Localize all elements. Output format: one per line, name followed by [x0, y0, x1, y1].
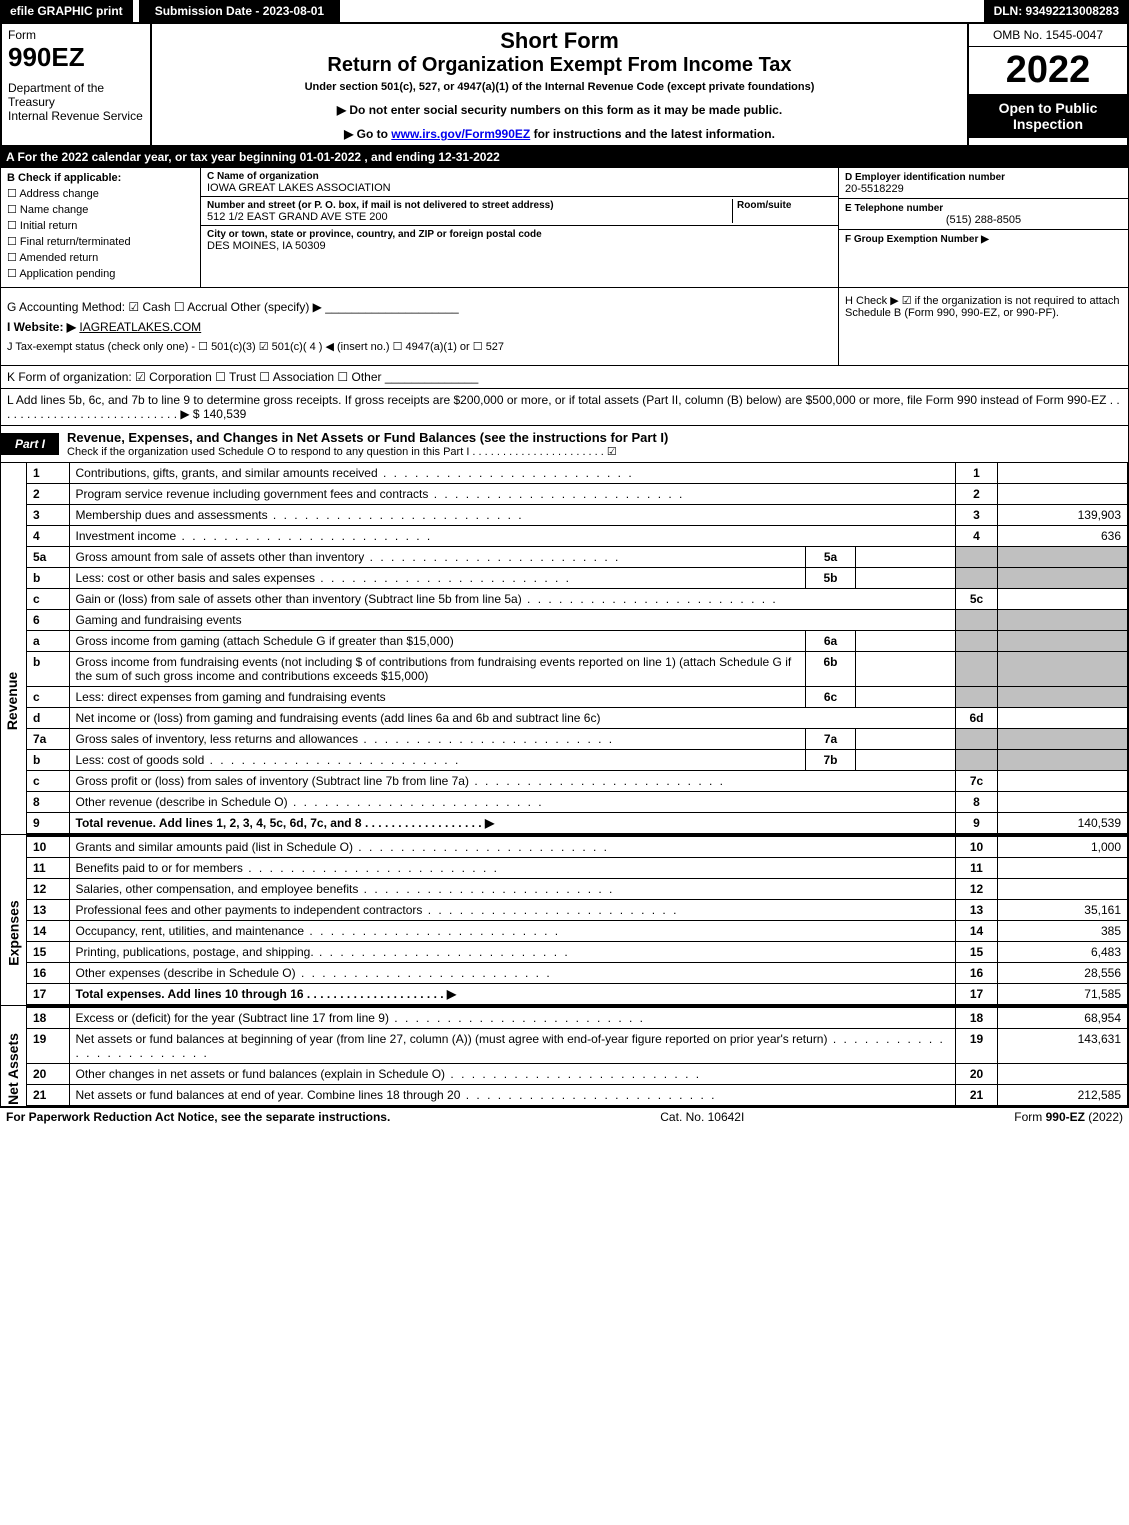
line-8: 8Other revenue (describe in Schedule O)8 [27, 792, 1128, 813]
line-7a: 7aGross sales of inventory, less returns… [27, 729, 1128, 750]
chk-amended-return[interactable]: ☐ Amended return [7, 251, 194, 264]
line-3: 3Membership dues and assessments3139,903 [27, 505, 1128, 526]
footer-cat-no: Cat. No. 10642I [390, 1110, 1014, 1124]
part-i-sub: Check if the organization used Schedule … [67, 445, 1120, 458]
tax-year: 2022 [969, 47, 1127, 94]
submission-date: Submission Date - 2023-08-01 [139, 0, 340, 22]
chk-name-change[interactable]: ☐ Name change [7, 203, 194, 216]
note2-post: for instructions and the latest informat… [530, 127, 775, 141]
title-short-form: Short Form [162, 28, 957, 54]
line-12: 12Salaries, other compensation, and empl… [27, 879, 1128, 900]
line-10: 10Grants and similar amounts paid (list … [27, 836, 1128, 858]
g-accounting-method: G Accounting Method: ☑ Cash ☐ Accrual Ot… [7, 300, 832, 314]
chk-application-pending[interactable]: ☐ Application pending [7, 267, 194, 280]
line-7b: bLess: cost of goods sold7b [27, 750, 1128, 771]
line-13: 13Professional fees and other payments t… [27, 900, 1128, 921]
header-right: OMB No. 1545-0047 2022 Open to Public In… [967, 24, 1127, 145]
note2-pre: ▶ Go to [344, 127, 391, 141]
footer-notice: For Paperwork Reduction Act Notice, see … [6, 1110, 390, 1124]
line-6d: dNet income or (loss) from gaming and fu… [27, 708, 1128, 729]
open-public: Open to Public Inspection [969, 94, 1127, 138]
h-schedule-b: H Check ▶ ☑ if the organization is not r… [838, 288, 1128, 365]
chk-initial-return[interactable]: ☐ Initial return [7, 219, 194, 232]
line-6c: cLess: direct expenses from gaming and f… [27, 687, 1128, 708]
header-center: Short Form Return of Organization Exempt… [152, 24, 967, 145]
line-2: 2Program service revenue including gover… [27, 484, 1128, 505]
dept-label: Department of the Treasury Internal Reve… [8, 81, 144, 123]
line-21: 21Net assets or fund balances at end of … [27, 1085, 1128, 1106]
part-i-title: Revenue, Expenses, and Changes in Net As… [67, 430, 668, 445]
e-phone-label: E Telephone number [845, 203, 943, 214]
title-return: Return of Organization Exempt From Incom… [162, 54, 957, 77]
col-b-checkboxes: B Check if applicable: ☐ Address change … [1, 168, 201, 287]
vlabel-expenses: Expenses [6, 900, 22, 965]
part-i-header: Part I Revenue, Expenses, and Changes in… [0, 426, 1129, 463]
org-city: DES MOINES, IA 50309 [207, 240, 326, 252]
line-7c: cGross profit or (loss) from sales of in… [27, 771, 1128, 792]
line-18: 18Excess or (deficit) for the year (Subt… [27, 1007, 1128, 1029]
line-19: 19Net assets or fund balances at beginni… [27, 1029, 1128, 1064]
line-5b: bLess: cost or other basis and sales exp… [27, 568, 1128, 589]
line-4: 4Investment income4636 [27, 526, 1128, 547]
row-a-tax-year: A For the 2022 calendar year, or tax yea… [0, 147, 1129, 167]
vlabel-net-assets: Net Assets [5, 1033, 21, 1105]
subtitle: Under section 501(c), 527, or 4947(a)(1)… [162, 81, 957, 93]
section-b-through-f: B Check if applicable: ☐ Address change … [0, 167, 1129, 288]
line-20: 20Other changes in net assets or fund ba… [27, 1064, 1128, 1085]
line-16: 16Other expenses (describe in Schedule O… [27, 963, 1128, 984]
org-street: 512 1/2 EAST GRAND AVE STE 200 [207, 211, 388, 223]
line-14: 14Occupancy, rent, utilities, and mainte… [27, 921, 1128, 942]
line-6a: aGross income from gaming (attach Schedu… [27, 631, 1128, 652]
omb-number: OMB No. 1545-0047 [969, 24, 1127, 47]
form-word: Form [8, 28, 144, 42]
room-suite-label: Room/suite [737, 200, 791, 211]
l-gross-receipts: L Add lines 5b, 6c, and 7b to line 9 to … [0, 389, 1129, 426]
f-group-label: F Group Exemption Number ▶ [845, 234, 989, 245]
chk-final-return[interactable]: ☐ Final return/terminated [7, 235, 194, 248]
form-header: Form 990EZ Department of the Treasury In… [0, 24, 1129, 147]
net-assets-table: Net Assets 18Excess or (deficit) for the… [0, 1006, 1129, 1107]
page-footer: For Paperwork Reduction Act Notice, see … [0, 1107, 1129, 1126]
org-name: IOWA GREAT LAKES ASSOCIATION [207, 182, 391, 194]
dln-number: DLN: 93492213008283 [984, 0, 1129, 22]
vlabel-revenue: Revenue [4, 672, 20, 730]
gross-receipts-value: 140,539 [203, 407, 246, 421]
topbar: efile GRAPHIC print Submission Date - 20… [0, 0, 1129, 24]
b-header: B Check if applicable: [7, 172, 194, 184]
k-form-of-org: K Form of organization: ☑ Corporation ☐ … [0, 366, 1129, 389]
section-g-through-j: G Accounting Method: ☑ Cash ☐ Accrual Ot… [0, 288, 1129, 366]
line-5a: 5aGross amount from sale of assets other… [27, 547, 1128, 568]
col-c-org-info: C Name of organization IOWA GREAT LAKES … [201, 168, 838, 287]
line-5c: cGain or (loss) from sale of assets othe… [27, 589, 1128, 610]
irs-link[interactable]: www.irs.gov/Form990EZ [391, 127, 530, 141]
j-tax-exempt-status: J Tax-exempt status (check only one) - ☐… [7, 340, 832, 353]
phone-value: (515) 288-8505 [845, 214, 1122, 226]
website-value[interactable]: IAGREATLAKES.COM [79, 320, 201, 334]
c-city-label: City or town, state or province, country… [207, 229, 542, 240]
line-17: 17Total expenses. Add lines 10 through 1… [27, 984, 1128, 1005]
revenue-table: Revenue 1Contributions, gifts, grants, a… [0, 463, 1129, 835]
c-street-label: Number and street (or P. O. box, if mail… [207, 200, 554, 211]
expenses-table: Expenses 10Grants and similar amounts pa… [0, 835, 1129, 1006]
header-left: Form 990EZ Department of the Treasury In… [2, 24, 152, 145]
ein-value: 20-5518229 [845, 183, 904, 195]
part-i-tag: Part I [1, 433, 59, 455]
chk-address-change[interactable]: ☐ Address change [7, 187, 194, 200]
line-11: 11Benefits paid to or for members11 [27, 858, 1128, 879]
efile-print-label[interactable]: efile GRAPHIC print [0, 0, 133, 22]
note-ssn: ▶ Do not enter social security numbers o… [162, 103, 957, 117]
line-6b: bGross income from fundraising events (n… [27, 652, 1128, 687]
footer-form-ref: Form 990-EZ (2022) [1014, 1110, 1123, 1124]
c-name-label: C Name of organization [207, 171, 319, 182]
note-link: ▶ Go to www.irs.gov/Form990EZ for instru… [162, 127, 957, 141]
d-ein-label: D Employer identification number [845, 172, 1005, 183]
form-number: 990EZ [8, 42, 144, 73]
line-9: 9Total revenue. Add lines 1, 2, 3, 4, 5c… [27, 813, 1128, 834]
col-def: D Employer identification number 20-5518… [838, 168, 1128, 287]
i-website-label: I Website: ▶ [7, 320, 76, 334]
line-1: 1Contributions, gifts, grants, and simil… [27, 463, 1128, 484]
line-6: 6Gaming and fundraising events [27, 610, 1128, 631]
line-15: 15Printing, publications, postage, and s… [27, 942, 1128, 963]
